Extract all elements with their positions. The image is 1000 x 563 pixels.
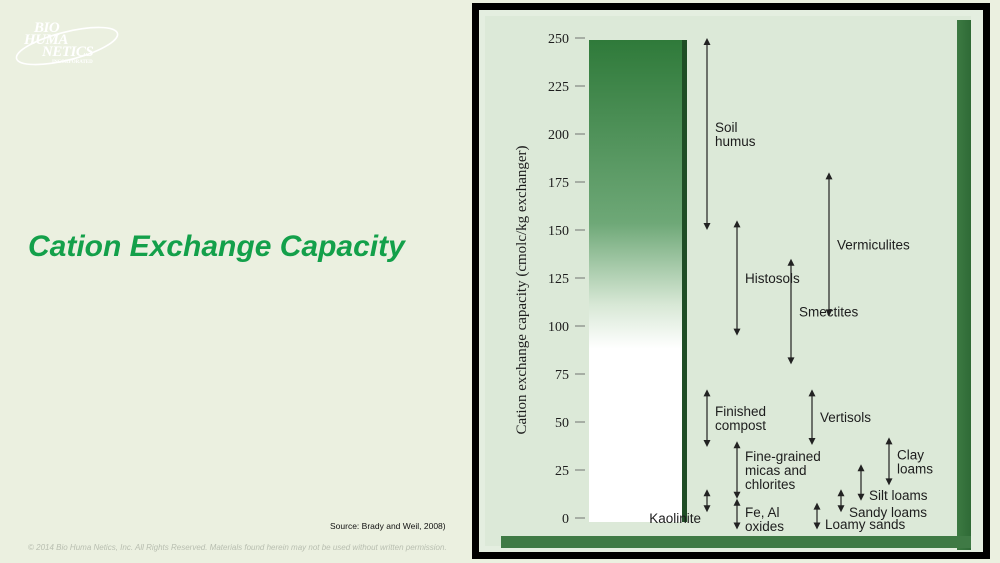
range-arrow-up: [808, 389, 816, 397]
range-arrow-up: [837, 489, 845, 497]
range-arrow-down: [733, 491, 741, 499]
range-arrow-down: [885, 478, 893, 486]
range-label: micas and: [745, 463, 807, 478]
y-tick-label: 175: [548, 176, 569, 191]
figure-source: Source: Brady and Weil, 2008): [330, 521, 446, 531]
range-arrow-down: [825, 309, 833, 317]
y-axis-label: Cation exchange capacity (cmolc/kg excha…: [514, 145, 530, 434]
range-label: Clay: [897, 447, 924, 462]
y-tick-label: 100: [548, 320, 569, 335]
range-kaolinite: Kaolinite: [649, 489, 711, 526]
logo-swoosh-icon: [15, 26, 119, 66]
range-arrow-up: [857, 464, 865, 472]
y-tick-label: 225: [548, 80, 569, 95]
range-label: Vermiculites: [837, 237, 910, 252]
range-label: Vertisols: [820, 410, 871, 425]
range-arrow-down: [733, 328, 741, 336]
range-label: Fe, Al: [745, 505, 780, 520]
slide-title: Cation Exchange Capacity: [28, 230, 405, 263]
range-label: Finished: [715, 404, 766, 419]
y-tick-label: 150: [548, 224, 569, 239]
y-tick-label: 200: [548, 128, 569, 143]
logo-tagline: INCORPORATED: [52, 60, 93, 65]
range-arrow-down: [703, 505, 711, 513]
y-tick-label: 0: [562, 512, 569, 527]
cec-gradient-bar: [589, 40, 686, 522]
range-arrow-up: [733, 498, 741, 506]
range-sandy-loams: Sandy loams: [837, 489, 927, 520]
range-label: compost: [715, 418, 766, 433]
range-arrow-up: [885, 437, 893, 445]
range-silt-loams: Silt loams: [857, 464, 928, 503]
range-arrow-down: [813, 522, 821, 530]
range-label: Smectites: [799, 305, 859, 320]
range-arrow-up: [787, 258, 795, 266]
range-loamy-sands: Loamy sands: [813, 502, 906, 532]
y-tick-label: 50: [555, 416, 569, 431]
range-label: oxides: [745, 519, 784, 534]
range-arrow-up: [825, 172, 833, 180]
copyright-notice: © 2014 Bio Huma Netics, Inc. All Rights …: [28, 543, 447, 552]
range-arrow-down: [808, 438, 816, 446]
y-tick-label: 125: [548, 272, 569, 287]
logo-line2: HUMA: [24, 32, 68, 48]
range-arrow-down: [703, 223, 711, 230]
range-label: humus: [715, 134, 756, 149]
range-label: loams: [897, 461, 933, 476]
logo-line1: BIO: [34, 20, 60, 36]
range-arrow-up: [703, 489, 711, 497]
figure-bottom-border: [501, 536, 971, 548]
range-histosols: Histosols: [733, 220, 800, 336]
range-label: Sandy loams: [849, 505, 927, 520]
range-label: Soil: [715, 120, 738, 135]
range-vertisols: Vertisols: [808, 389, 871, 446]
range-label: Histosols: [745, 271, 800, 286]
range-label: Fine-grained: [745, 449, 821, 464]
range-label: Loamy sands: [825, 517, 906, 532]
logo-line3: NETICS: [42, 44, 94, 60]
range-label: chlorites: [745, 477, 796, 492]
y-tick-label: 25: [555, 464, 569, 479]
cec-bar-edge: [682, 40, 687, 522]
range-arrow-up: [733, 220, 741, 228]
range-arrow-down: [837, 505, 845, 513]
figure-side-border: [957, 20, 971, 550]
y-tick-label: 75: [555, 368, 569, 383]
range-vermiculites: Vermiculites: [825, 172, 910, 317]
range-smectites: Smectites: [787, 258, 859, 365]
range-arrow-up: [733, 441, 741, 449]
range-arrow-up: [703, 38, 711, 45]
company-logo: BIO HUMA NETICS INCORPORATED: [12, 20, 122, 68]
range-arrow-up: [813, 502, 821, 510]
range-arrow-down: [703, 439, 711, 447]
range-label: Silt loams: [869, 488, 928, 503]
range-arrow-down: [733, 522, 741, 530]
range-label: Kaolinite: [649, 511, 701, 526]
cec-chart: Cation exchange capacity (cmolc/kg excha…: [479, 10, 983, 552]
page-texture: [485, 16, 971, 546]
range-arrow-down: [787, 357, 795, 365]
y-tick-label: 250: [548, 32, 569, 47]
range-arrow-up: [703, 389, 711, 397]
range-arrow-down: [857, 493, 865, 501]
